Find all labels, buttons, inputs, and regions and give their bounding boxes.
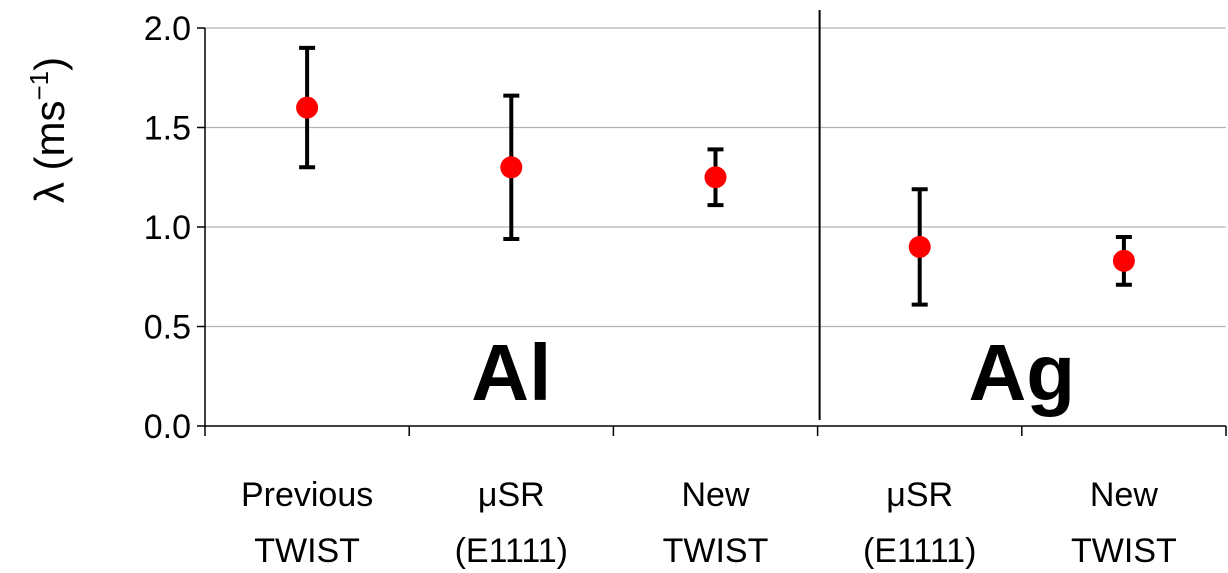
y-tick-label: 1.5 (144, 110, 191, 148)
y-tick-label: 1.0 (144, 209, 191, 247)
y-tick-label: 0.5 (144, 309, 191, 347)
category-label-line: New (1090, 476, 1158, 514)
category-label-line: (E1111) (455, 532, 568, 570)
data-point (296, 96, 319, 119)
data-point (500, 156, 523, 179)
category-label: New TWIST (1071, 476, 1177, 570)
category-label-line: Previous (241, 476, 373, 514)
y-tick-label: 2.0 (144, 10, 191, 48)
grid-lines (205, 27, 1226, 328)
data-point (1112, 249, 1135, 272)
category-label-line: TWIST (1071, 532, 1177, 570)
y-tick-labels: 0.0 0.5 1.0 1.5 2.0 (144, 10, 191, 446)
category-label-line: TWIST (663, 532, 769, 570)
category-label: Previous TWIST (241, 476, 373, 570)
category-label-line: New (681, 476, 749, 514)
axes (197, 10, 1227, 436)
y-axis-label-close: ) (26, 57, 73, 71)
category-label-line: μSR (886, 476, 953, 514)
y-tick-label: 0.0 (144, 408, 191, 446)
group-label: Al (471, 328, 551, 417)
group-labels: Al Ag (471, 328, 1075, 417)
category-label-line: (E1111) (863, 532, 976, 570)
category-label-line: μSR (478, 476, 545, 514)
y-axis-label-main: λ (ms (26, 101, 73, 204)
data-point (908, 235, 931, 258)
group-label: Ag (968, 328, 1075, 417)
category-label: μSR (E1111) (863, 476, 976, 570)
category-label: μSR (E1111) (455, 476, 568, 570)
y-axis-label: λ (ms−1) (24, 57, 73, 203)
category-label-line: TWIST (254, 532, 360, 570)
data-point (704, 166, 727, 189)
category-labels: Previous TWIST μSR (E1111) New TWIST μSR (E1111… (241, 476, 1177, 570)
category-label: New TWIST (663, 476, 769, 570)
y-axis-label-superscript: −1 (24, 71, 54, 101)
data-points (296, 96, 1135, 272)
